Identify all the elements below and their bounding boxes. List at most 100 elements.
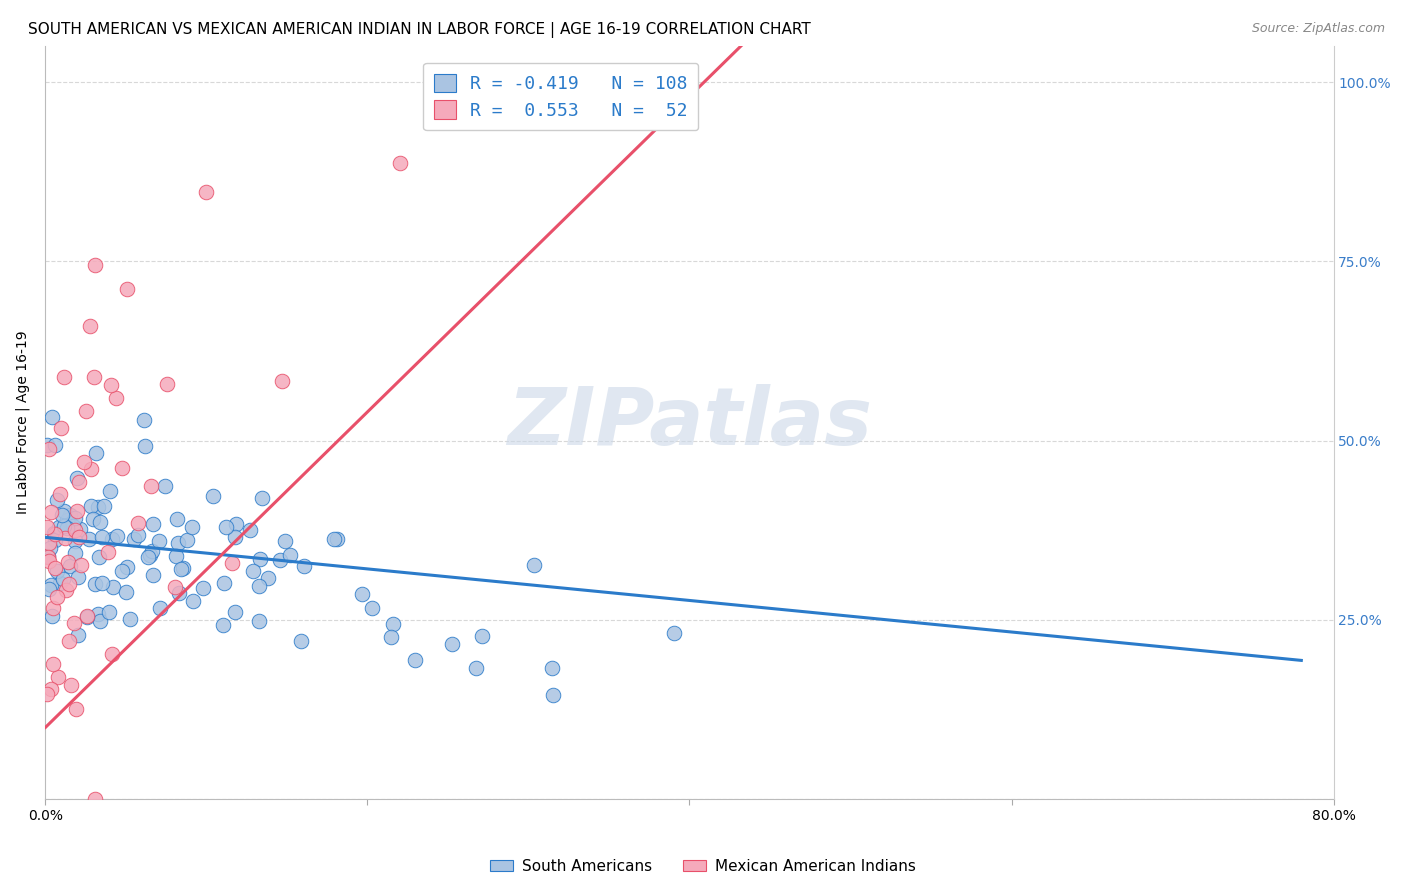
Point: [65, 702, 87, 716]
Point: [225, 517, 247, 532]
Point: [100, 378, 122, 392]
Point: [122, 532, 145, 546]
Point: [191, 581, 214, 595]
Point: [292, 559, 315, 574]
Point: [77, 532, 100, 546]
Point: [118, 612, 141, 626]
Point: [142, 517, 165, 532]
Point: [83, 370, 105, 384]
Point: [79, 318, 101, 333]
Point: [49, 487, 72, 501]
Point: [181, 594, 204, 608]
Point: [149, 600, 172, 615]
Point: [58, 634, 80, 648]
Point: [170, 562, 193, 576]
Point: [176, 533, 198, 548]
Point: [388, 156, 411, 170]
Point: [156, 376, 179, 391]
Point: [89, 614, 111, 628]
Point: [239, 523, 262, 537]
Point: [45, 564, 67, 578]
Point: [165, 549, 187, 563]
Point: [127, 528, 149, 542]
Point: [224, 530, 246, 544]
Point: [42, 601, 65, 615]
Point: [91, 530, 114, 544]
Point: [105, 529, 128, 543]
Point: [45, 492, 67, 507]
Point: [67, 475, 90, 490]
Point: [44, 525, 66, 540]
Point: [80, 462, 103, 476]
Point: [66, 628, 89, 642]
Point: [148, 534, 170, 549]
Point: [58, 555, 80, 569]
Point: [662, 626, 685, 640]
Point: [37, 687, 59, 701]
Point: [153, 479, 176, 493]
Point: [42, 657, 65, 671]
Point: [66, 504, 89, 518]
Point: [523, 558, 546, 572]
Point: [48, 520, 70, 534]
Point: [35, 438, 58, 452]
Point: [44, 527, 66, 541]
Point: [38, 582, 60, 596]
Point: [38, 442, 60, 456]
Y-axis label: In Labor Force | Age 16-19: In Labor Force | Age 16-19: [15, 331, 30, 515]
Point: [98, 605, 121, 619]
Point: [44, 561, 66, 575]
Point: [141, 544, 163, 558]
Point: [89, 550, 111, 565]
Point: [63, 533, 86, 548]
Point: [49, 576, 72, 591]
Point: [111, 564, 134, 578]
Point: [471, 629, 494, 643]
Point: [167, 586, 190, 600]
Point: [100, 647, 122, 661]
Point: [326, 532, 349, 546]
Point: [63, 616, 86, 631]
Point: [98, 483, 121, 498]
Point: [37, 520, 59, 534]
Point: [56, 513, 79, 527]
Text: Source: ZipAtlas.com: Source: ZipAtlas.com: [1251, 22, 1385, 36]
Point: [84, 259, 107, 273]
Point: [39, 541, 62, 555]
Point: [201, 490, 224, 504]
Point: [141, 479, 163, 493]
Point: [84, 577, 107, 591]
Point: [360, 601, 382, 615]
Point: [60, 678, 83, 692]
Point: [250, 491, 273, 505]
Point: [212, 618, 235, 632]
Point: [242, 564, 264, 578]
Point: [84, 792, 107, 806]
Point: [53, 369, 76, 384]
Point: [290, 633, 312, 648]
Point: [55, 582, 77, 597]
Point: [127, 516, 149, 530]
Point: [58, 577, 80, 591]
Point: [166, 512, 188, 526]
Point: [69, 558, 91, 572]
Point: [39, 505, 62, 519]
Point: [59, 559, 82, 574]
Point: [87, 500, 110, 514]
Point: [66, 471, 89, 485]
Point: [49, 421, 72, 435]
Point: [87, 607, 110, 622]
Legend: South Americans, Mexican American Indians: South Americans, Mexican American Indian…: [484, 853, 922, 880]
Point: [257, 571, 280, 585]
Point: [53, 531, 76, 545]
Point: [322, 532, 344, 546]
Point: [51, 508, 73, 523]
Point: [46, 670, 69, 684]
Point: [111, 460, 134, 475]
Point: [212, 575, 235, 590]
Point: [274, 533, 297, 548]
Point: [38, 554, 60, 568]
Point: [63, 524, 86, 538]
Point: [67, 530, 90, 544]
Point: [37, 549, 59, 564]
